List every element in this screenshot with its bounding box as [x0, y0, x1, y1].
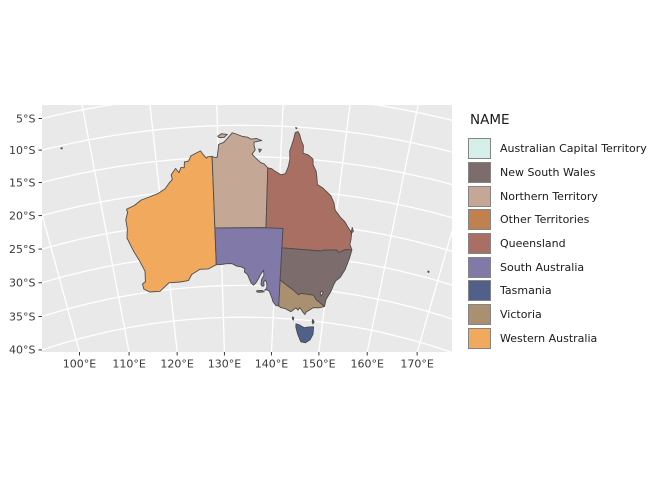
legend: NAME Australian Capital Territory New Sou… — [468, 112, 647, 350]
region-victoria — [278, 279, 325, 315]
x-tick-label-140°E: 140°E — [255, 358, 288, 371]
region-northern-territory — [211, 132, 269, 229]
y-tick-label-25°S: 25°S — [9, 243, 35, 256]
region-south-australia — [256, 290, 265, 293]
legend-swatch-australian-capital-territory — [468, 138, 491, 160]
legend-label: Northern Territory — [500, 189, 598, 203]
legend-label: Tasmania — [500, 284, 552, 298]
region-northern-territory — [217, 133, 228, 138]
legend-swatch-victoria — [468, 304, 491, 326]
legend-label: South Australia — [500, 260, 585, 274]
legend-swatch-new-south-wales — [468, 162, 491, 184]
legend-row-australian-capital-territory: Australian Capital Territory — [468, 137, 647, 161]
region-tasmania — [295, 323, 315, 344]
legend-swatch-queensland — [468, 233, 491, 255]
region-western-australia — [125, 150, 217, 293]
axis-tick-labels: 100°E 110°E 120°E 130°E 140°E 150°E 160°E 170°E… — [9, 112, 434, 370]
x-tick-label-170°E: 170°E — [400, 358, 433, 371]
legend-label: Australian Capital Territory — [500, 142, 647, 156]
legend-row-victoria: Victoria — [468, 303, 647, 327]
legend-label: Western Australia — [500, 331, 598, 345]
y-tick-label-40°S: 40°S — [9, 344, 35, 357]
gridline-parallel-35°S — [42, 284, 452, 320]
y-tick-label-30°S: 30°S — [9, 277, 35, 290]
legend-label: Other Territories — [500, 213, 590, 227]
x-tick-label-120°E: 120°E — [160, 358, 193, 371]
legend-swatch-western-australia — [468, 327, 491, 349]
region-queensland — [350, 226, 354, 235]
y-tick-label-35°S: 35°S — [9, 310, 35, 323]
legend-label: Queensland — [500, 237, 566, 251]
legend-rows: Australian Capital Territory New South Wa… — [468, 137, 647, 350]
legend-swatch-other-territories — [468, 209, 491, 231]
gridline-meridian-170°E — [416, 229, 452, 352]
x-tick-label-110°E: 110°E — [112, 358, 145, 371]
legend-row-other-territories: Other Territories — [468, 208, 647, 232]
x-tick-label-150°E: 150°E — [302, 358, 335, 371]
legend-label: Victoria — [500, 308, 542, 322]
y-tick-label-15°S: 15°S — [9, 176, 35, 189]
region-tasmania — [291, 316, 295, 321]
legend-label: New South Wales — [500, 166, 596, 180]
legend-row-queensland: Queensland — [468, 232, 647, 256]
region-south-australia — [214, 227, 284, 307]
gridline-meridian-160°E — [366, 105, 419, 352]
legend-row-tasmania: Tasmania — [468, 279, 647, 303]
legend-row-northern-territory: Northern Territory — [468, 184, 647, 208]
region-northern-territory — [258, 148, 262, 153]
y-tick-label-10°S: 10°S — [9, 144, 35, 157]
gridline-parallel-10°S — [42, 124, 452, 153]
legend-row-western-australia: Western Australia — [468, 327, 647, 351]
y-tick-label-20°S: 20°S — [9, 209, 35, 222]
region-other-territories — [60, 147, 63, 150]
legend-title: NAME — [470, 112, 510, 128]
region-australian-capital-territory — [319, 290, 324, 297]
gridline-meridian-110°E — [81, 105, 130, 352]
legend-row-south-australia: South Australia — [468, 255, 647, 279]
y-tick-label-5°S: 5°S — [16, 112, 35, 125]
legend-swatch-south-australia — [468, 256, 491, 278]
map-regions — [60, 127, 430, 344]
x-tick-label-160°E: 160°E — [350, 358, 383, 371]
gridline-parallel-40°S — [42, 316, 452, 352]
region-other-territories — [427, 270, 430, 273]
legend-swatch-northern-territory — [468, 185, 491, 207]
gridline-parallel-5°S — [42, 105, 452, 122]
region-queensland — [295, 127, 298, 130]
legend-swatch-tasmania — [468, 280, 491, 302]
legend-row-new-south-wales: New South Wales — [468, 161, 647, 185]
x-tick-label-100°E: 100°E — [63, 358, 96, 371]
axis-ticks — [38, 117, 418, 356]
region-tasmania — [311, 318, 315, 325]
x-tick-label-130°E: 130°E — [208, 358, 241, 371]
gridline-meridian-100°E — [42, 211, 81, 352]
